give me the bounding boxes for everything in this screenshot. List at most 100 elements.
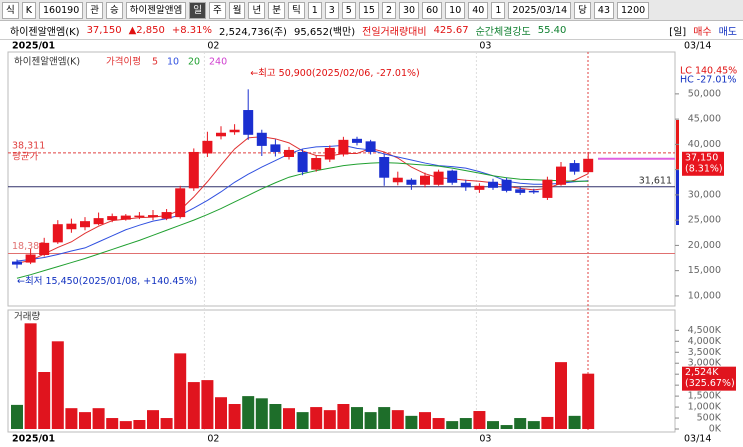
candle-body: [12, 261, 22, 265]
toolbar-item[interactable]: 160190: [38, 1, 84, 19]
candle-body: [528, 190, 539, 193]
toolbar-item[interactable]: 15: [358, 1, 379, 19]
y-tick-label: 3,000K: [688, 358, 722, 369]
candle-body: [66, 223, 77, 230]
volume-bar: [215, 397, 227, 429]
amount: 95,652(백만): [293, 27, 356, 38]
toolbar-item[interactable]: 1200: [617, 1, 650, 19]
toolbar-item[interactable]: K: [21, 1, 36, 19]
ref-label: 38,311: [12, 140, 45, 151]
toolbar-item[interactable]: 30: [398, 1, 420, 19]
candle-body: [107, 216, 118, 221]
low-note: ←최저 15,450(2025/01/08, +140.45%): [17, 276, 197, 287]
volume-frame: [7, 309, 676, 433]
toolbar-item[interactable]: 주: [208, 1, 226, 19]
price-tag: [682, 151, 724, 176]
sell-button[interactable]: 매도: [718, 27, 737, 38]
period-end: 03/14: [684, 41, 711, 52]
volume-bar: [283, 408, 295, 429]
toolbar-item[interactable]: 관: [86, 1, 103, 19]
legend-entry: 240: [209, 57, 227, 68]
candle-body: [542, 179, 553, 198]
candle-body: [175, 188, 186, 218]
candle-body: [25, 254, 36, 263]
candle-body: [379, 157, 390, 178]
ref-label: 31,611: [639, 175, 672, 186]
volume-bar: [582, 373, 595, 429]
toolbar-item[interactable]: 분: [268, 1, 285, 19]
volume-tag-rate: (325.67%): [685, 378, 735, 389]
volume-bar: [351, 407, 363, 429]
toolbar-item[interactable]: 년: [248, 1, 266, 19]
change: ▲2,850: [128, 25, 165, 36]
toolbar-item[interactable]: 당: [574, 1, 591, 19]
volume-bar: [147, 410, 159, 429]
toolbar-item[interactable]: 43: [593, 1, 615, 19]
toolbar-item[interactable]: 승: [106, 1, 123, 19]
toolbar-item[interactable]: 일: [189, 1, 206, 19]
y-tick-label: 4,000K: [688, 336, 722, 347]
toolbar-item[interactable]: 1: [307, 1, 322, 19]
price-tag-rate: (8.31%): [685, 163, 723, 174]
toolbar-item[interactable]: 2025/03/14: [508, 1, 572, 19]
candle-body: [406, 179, 417, 185]
range-bar: [676, 120, 679, 170]
candle-body: [420, 175, 430, 185]
candle-body: [270, 144, 281, 152]
price-frame: [7, 51, 676, 307]
y-tick-label: 0K: [709, 424, 722, 435]
toolbar-item[interactable]: 월: [228, 1, 246, 19]
candle-body: [120, 215, 131, 220]
x-tick-label: 03: [479, 434, 491, 445]
volume-tag: [682, 366, 736, 391]
strength: 55.40: [537, 25, 567, 36]
volume-bar: [269, 404, 282, 429]
candle-body: [338, 139, 349, 155]
volume-bar: [187, 382, 200, 429]
volume-bar: [65, 408, 78, 429]
volume-bar: [364, 412, 377, 429]
period-end: 03/14: [684, 434, 711, 445]
hc: HC -27.01%: [680, 75, 736, 86]
y-tick-label: 20,000: [688, 240, 721, 251]
volume-bar: [133, 420, 146, 429]
candle-body: [311, 158, 322, 170]
volume-bar: [391, 410, 404, 429]
toolbar-item[interactable]: 2: [381, 1, 396, 19]
toolbar-item[interactable]: 틱: [287, 1, 305, 19]
x-tick-label: 02: [207, 41, 219, 52]
candle-body: [134, 215, 145, 218]
volume-bar: [527, 421, 540, 429]
toolbar-item[interactable]: 1: [491, 1, 506, 19]
volume-bar: [323, 410, 336, 429]
volume-bar: [79, 412, 91, 429]
range-bar: [676, 170, 679, 225]
toolbar-item[interactable]: 60: [422, 1, 443, 19]
buy-button[interactable]: 매수: [693, 27, 712, 38]
volume-bar: [119, 421, 132, 429]
candle-body: [392, 177, 403, 183]
candle-body: [148, 215, 158, 218]
toolbar-item[interactable]: 40: [468, 1, 489, 19]
ref-label: 18,388: [12, 241, 45, 252]
y-tick-label: 1,000K: [688, 402, 722, 413]
volume-bar: [541, 416, 554, 429]
toolbar-item[interactable]: 5: [341, 1, 356, 19]
toolbar-item[interactable]: 3: [324, 1, 339, 19]
candle-body: [460, 182, 471, 188]
period: [일]: [669, 27, 687, 38]
candle-body: [433, 171, 444, 185]
volume-title: 거래량: [14, 311, 40, 323]
candle-body: [297, 151, 308, 173]
volume-bar: [378, 407, 391, 429]
candle-body: [39, 242, 50, 255]
volume-bar: [24, 323, 37, 429]
x-tick-label: 03: [479, 41, 491, 52]
toolbar-item[interactable]: 하이젠알앤엠: [125, 1, 187, 19]
volume-bar: [201, 380, 214, 429]
period-start: 2025/01: [12, 41, 55, 52]
toolbar-item[interactable]: 식: [2, 1, 19, 19]
toolbar-item[interactable]: 10: [445, 1, 466, 19]
volume-bar: [242, 396, 255, 429]
